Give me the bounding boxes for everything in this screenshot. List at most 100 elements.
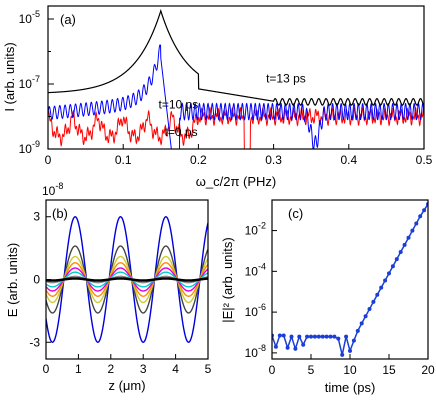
- panel-c-point: [375, 292, 380, 297]
- panel-a-ytick: 10-9: [19, 139, 40, 156]
- panel-a-frame: [47, 5, 425, 150]
- panel-b-series-4: [46, 267, 208, 292]
- panel-c-point: [340, 352, 345, 357]
- panel-c-label: (c): [288, 206, 303, 221]
- panel-c-point: [418, 214, 423, 219]
- panel-a-xtick: 0.5: [416, 153, 433, 167]
- panel-c-ytick: 10-6: [245, 302, 266, 319]
- panel-c-point: [406, 235, 411, 240]
- panel-b-series-3: [46, 262, 208, 297]
- panel-c-point: [316, 334, 321, 339]
- panel-c-xtick: 15: [382, 363, 396, 377]
- panel-c-point: [348, 348, 352, 353]
- panel-b-multiplier: 10-8: [42, 181, 63, 198]
- panel-b-label: (b): [52, 206, 68, 221]
- panel-c-ytick: 10-8: [245, 343, 266, 360]
- panel-a-xtick: 0: [45, 153, 52, 167]
- panel-c-frame: [271, 199, 429, 360]
- panel-c-ytick: 10-2: [245, 221, 266, 238]
- panel-c-xtick: 10: [343, 363, 357, 377]
- panel-c-point: [305, 334, 310, 339]
- panel-a-xlabel: ω_c/2π (PHz): [196, 174, 277, 189]
- panel-a-ylabel: I (arb. units): [2, 42, 17, 111]
- panel-c-line: [272, 203, 428, 356]
- panel-c-point: [273, 344, 278, 349]
- panel-c-point: [320, 334, 325, 339]
- panel-a-xtick: 0.3: [265, 153, 282, 167]
- panel-b-xtick: 1: [75, 362, 82, 376]
- panel-c-point: [379, 285, 384, 290]
- panel-c: 0 5 10 15 20 10-2 10-4 10-6 10-8 (c) time (ps) |…: [220, 199, 435, 395]
- panel-b-xtick: 5: [205, 362, 212, 376]
- panel-b-ytick: -3: [29, 335, 40, 349]
- panel-c-point: [309, 334, 313, 339]
- panel-c-point: [410, 228, 415, 233]
- panel-c-point: [422, 208, 427, 213]
- panel-b-ticks: 0 1 2 3 4 530-3: [29, 210, 211, 376]
- panel-c-point: [371, 299, 376, 304]
- panel-c-ytick: 10-4: [245, 261, 266, 278]
- panel-c-xtick: 5: [308, 363, 315, 377]
- panel-c-point: [351, 338, 356, 343]
- panel-b-xtick: 4: [172, 362, 179, 376]
- panel-c-point: [398, 249, 403, 254]
- panel-c-point: [355, 328, 360, 333]
- panel-c-point: [301, 342, 306, 347]
- panel-b-series-1: [46, 245, 208, 314]
- panel-b-xtick: 0: [43, 362, 50, 376]
- panel-b-series-0: [46, 216, 208, 343]
- panel-b-ytick: 3: [33, 210, 40, 224]
- panel-c-point: [344, 334, 349, 339]
- panel-a-annotation: t=10 ps: [159, 97, 199, 111]
- panel-c-point: [285, 345, 290, 350]
- panel-a-series-t13: [48, 8, 424, 106]
- panel-b-xtick: 2: [107, 362, 114, 376]
- panel-b-series-5: [46, 271, 208, 288]
- panel-a-series-t10: [48, 44, 424, 149]
- panel-b-series-2: [46, 255, 208, 304]
- panel-c-point: [414, 221, 419, 226]
- panel-c-point: [289, 334, 294, 339]
- panel-a-annotation: t=0 ps: [165, 125, 198, 139]
- panel-c-point: [402, 242, 407, 247]
- panel-c-point: [387, 271, 391, 276]
- panel-c-point: [359, 321, 364, 326]
- panel-c-point: [277, 333, 282, 338]
- panel-c-point: [328, 334, 333, 339]
- panel-c-series: [272, 202, 428, 357]
- panel-c-xtick: 0: [269, 363, 276, 377]
- panel-b-ylabel: E (arb. units): [5, 243, 20, 317]
- panel-a-ytick: 10-5: [19, 9, 40, 26]
- panel-c-point: [293, 346, 298, 351]
- panel-b-xtick: 3: [140, 362, 147, 376]
- panel-b-xlabel: z (μm): [108, 378, 145, 393]
- panel-c-point: [332, 334, 337, 339]
- panel-c-point: [324, 334, 329, 339]
- panel-a-label: (a): [60, 12, 76, 27]
- panel-a: 0 0.1 0.2 0.3 0.4 0.5 10-5 10-7 10-9 (a) t=13 ps…: [2, 5, 433, 189]
- panel-c-point: [394, 257, 399, 262]
- panel-a-ytick: 10-7: [19, 74, 40, 91]
- panel-b-series-7: [46, 277, 208, 282]
- panel-a-series: [48, 8, 424, 149]
- panel-b-series: [46, 216, 208, 343]
- panel-c-xlabel: time (ps): [325, 380, 376, 395]
- panel-b-multiplier-exponent: -8: [55, 181, 63, 191]
- panel-a-xtick: 0.1: [115, 153, 132, 167]
- panel-a-annotations: t=13 ps t=10 ps t=0 ps: [159, 71, 306, 139]
- panel-c-ticks: 0 5 10 15 20 10-2 10-4 10-6 10-8: [245, 221, 435, 377]
- panel-c-point: [367, 307, 372, 312]
- panel-c-ylabel: |E|² (arb. units): [220, 237, 235, 323]
- panel-a-xtick: 0.4: [340, 153, 357, 167]
- panel-c-point: [312, 334, 317, 339]
- panel-c-point: [363, 314, 368, 319]
- panel-c-point: [281, 333, 286, 338]
- panel-c-point: [383, 278, 388, 283]
- panel-b: 0 1 2 3 4 530-3 (b) 10-8 z (μm) E (arb. units…: [5, 181, 212, 393]
- panel-c-xtick: 20: [421, 363, 435, 377]
- panel-a-annotation: t=13 ps: [266, 71, 306, 85]
- panel-b-multiplier-base: 10: [42, 184, 56, 198]
- panel-a-ticks: 0 0.1 0.2 0.3 0.4 0.5 10-5 10-7 10-9: [19, 9, 433, 167]
- panel-b-ytick: 0: [33, 273, 40, 287]
- panel-c-point: [336, 336, 341, 341]
